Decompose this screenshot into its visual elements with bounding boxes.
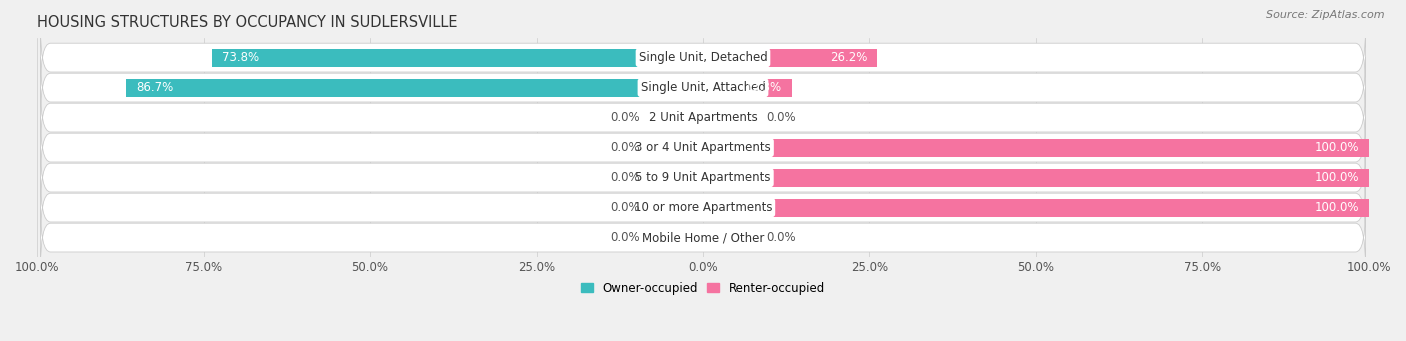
Text: 100.0%: 100.0% bbox=[1315, 201, 1358, 214]
Bar bbox=[703, 49, 877, 66]
Bar bbox=[703, 228, 756, 247]
Bar bbox=[703, 138, 1369, 157]
FancyBboxPatch shape bbox=[41, 87, 1365, 148]
FancyBboxPatch shape bbox=[41, 177, 1365, 238]
FancyBboxPatch shape bbox=[41, 207, 1365, 268]
Text: 0.0%: 0.0% bbox=[610, 141, 640, 154]
FancyBboxPatch shape bbox=[41, 117, 1365, 178]
Text: 10 or more Apartments: 10 or more Apartments bbox=[634, 201, 772, 214]
Text: 5 to 9 Unit Apartments: 5 to 9 Unit Apartments bbox=[636, 171, 770, 184]
Text: 0.0%: 0.0% bbox=[610, 171, 640, 184]
Text: 0.0%: 0.0% bbox=[766, 111, 796, 124]
Bar bbox=[703, 79, 792, 97]
Text: 0.0%: 0.0% bbox=[610, 201, 640, 214]
Bar bbox=[703, 108, 756, 127]
Text: HOUSING STRUCTURES BY OCCUPANCY IN SUDLERSVILLE: HOUSING STRUCTURES BY OCCUPANCY IN SUDLE… bbox=[37, 15, 458, 30]
Bar bbox=[703, 168, 1369, 187]
Text: 3 or 4 Unit Apartments: 3 or 4 Unit Apartments bbox=[636, 141, 770, 154]
Text: 0.0%: 0.0% bbox=[610, 111, 640, 124]
Bar bbox=[650, 168, 703, 187]
Legend: Owner-occupied, Renter-occupied: Owner-occupied, Renter-occupied bbox=[576, 277, 830, 299]
Text: 0.0%: 0.0% bbox=[610, 231, 640, 244]
Bar bbox=[212, 49, 703, 66]
Bar bbox=[650, 138, 703, 157]
Text: 0.0%: 0.0% bbox=[766, 231, 796, 244]
Bar bbox=[703, 198, 1369, 217]
Text: Mobile Home / Other: Mobile Home / Other bbox=[641, 231, 765, 244]
Bar bbox=[650, 228, 703, 247]
Text: 73.8%: 73.8% bbox=[222, 51, 259, 64]
FancyBboxPatch shape bbox=[41, 57, 1365, 118]
Text: 100.0%: 100.0% bbox=[1315, 171, 1358, 184]
Text: 13.3%: 13.3% bbox=[744, 81, 782, 94]
Text: 86.7%: 86.7% bbox=[136, 81, 173, 94]
Bar bbox=[125, 79, 703, 97]
Text: 26.2%: 26.2% bbox=[830, 51, 868, 64]
FancyBboxPatch shape bbox=[41, 27, 1365, 88]
Text: 2 Unit Apartments: 2 Unit Apartments bbox=[648, 111, 758, 124]
Bar bbox=[650, 198, 703, 217]
FancyBboxPatch shape bbox=[41, 147, 1365, 208]
Bar bbox=[650, 108, 703, 127]
Text: Source: ZipAtlas.com: Source: ZipAtlas.com bbox=[1267, 10, 1385, 20]
Text: Single Unit, Detached: Single Unit, Detached bbox=[638, 51, 768, 64]
Text: Single Unit, Attached: Single Unit, Attached bbox=[641, 81, 765, 94]
Text: 100.0%: 100.0% bbox=[1315, 141, 1358, 154]
